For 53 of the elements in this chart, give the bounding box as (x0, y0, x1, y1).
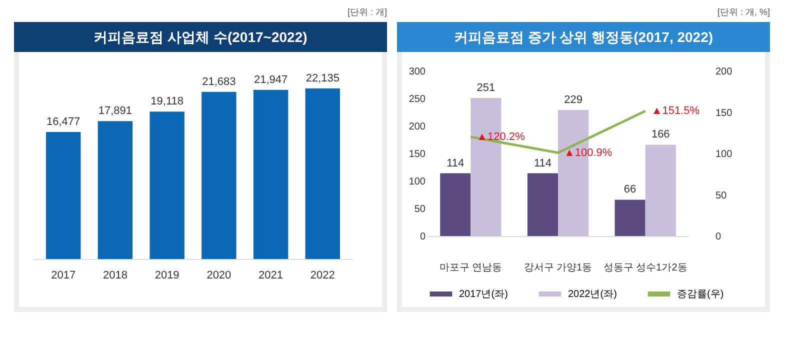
data-label: 66 (624, 184, 636, 196)
y2-tick-label: 200 (716, 66, 733, 78)
bar (46, 132, 81, 259)
x-tick-label: 2021 (258, 270, 284, 282)
data-label: 166 (651, 128, 670, 141)
y-tick-label: 300 (408, 66, 426, 78)
bar (253, 90, 288, 259)
y-tick-label: 100 (408, 176, 426, 188)
data-label: ▲151.5% (651, 105, 700, 118)
legend-label: 2022년(좌) (568, 289, 617, 300)
y2-tick-label: 100 (716, 149, 733, 160)
data-label: 114 (534, 157, 552, 170)
legend-label: 증감률(우) (677, 289, 724, 300)
data-label: 21,683 (202, 76, 236, 88)
y-tick-label: 50 (414, 204, 426, 215)
x-tick-label: 마포구 연남동 (439, 262, 502, 274)
bar (98, 121, 133, 259)
data-label: 17,891 (98, 105, 132, 118)
data-label: ▲120.2% (476, 130, 526, 143)
x-tick-label: 2017 (51, 270, 76, 282)
data-label: 251 (476, 82, 496, 94)
bar (202, 92, 236, 259)
bar (614, 200, 646, 236)
data-label: 229 (564, 94, 582, 106)
data-label: 114 (446, 157, 464, 170)
y2-tick-label: 50 (716, 190, 728, 202)
bar (440, 173, 471, 236)
bar (645, 144, 676, 236)
legend-label: 2017년(좌) (459, 289, 508, 300)
y2-tick-label: 150 (716, 108, 733, 119)
bar (527, 173, 558, 236)
y-tick-label: 150 (408, 149, 426, 160)
x-tick-label: 2018 (102, 270, 128, 282)
bar (305, 88, 340, 259)
data-label: 16,477 (46, 116, 80, 128)
data-label: 22,135 (306, 72, 340, 84)
y2-tick-label: 0 (716, 232, 722, 242)
text: [단위 : 개, %] (716, 6, 770, 19)
data-label: ▲100.9% (564, 146, 612, 159)
data-label: 21,947 (254, 74, 288, 86)
y-tick-label: 200 (408, 122, 426, 132)
bar (150, 112, 184, 259)
x-tick-label: 2020 (206, 270, 232, 282)
y-tick-label: 250 (408, 94, 426, 105)
x-tick-label: 강서구 가양1동 (524, 262, 592, 274)
text: [단위 : 개] (346, 6, 387, 19)
x-tick-label: 2022 (310, 270, 335, 282)
chart-title: 커피음료점 사업체 수(2017~2022) (14, 22, 387, 52)
chart-title: 커피음료점 증가 상위 행정동(2017, 2022) (397, 22, 770, 52)
x-tick-label: 성동구 성수1가2동 (603, 262, 688, 274)
data-label: 19,118 (150, 96, 184, 108)
x-tick-label: 2019 (154, 270, 180, 282)
y-tick-label: 0 (420, 232, 426, 242)
